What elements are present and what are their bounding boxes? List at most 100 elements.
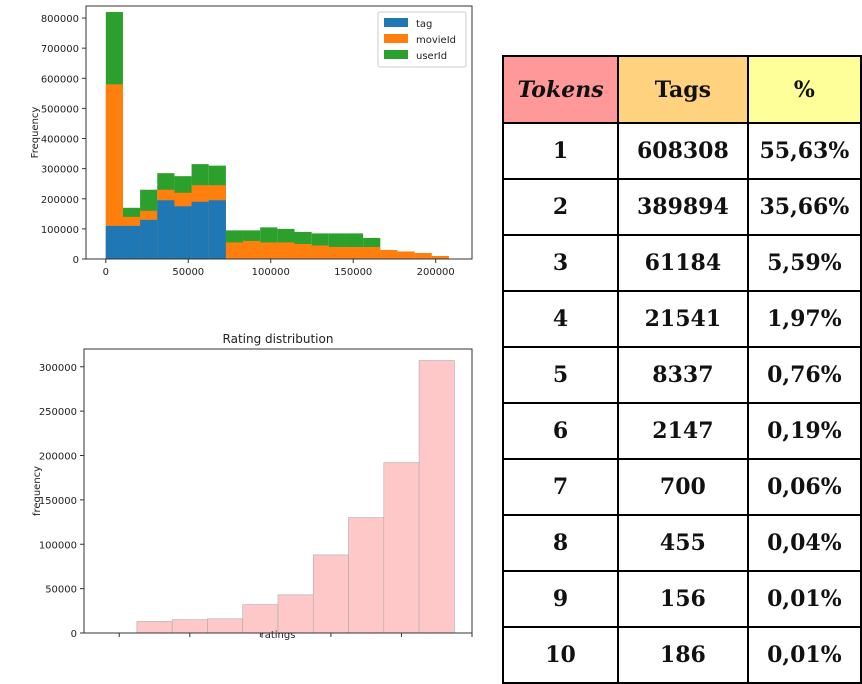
percent-cell: 5,59% <box>746 234 862 292</box>
rating-bar <box>207 618 244 634</box>
token-cell: 5 <box>501 346 620 404</box>
tags-cell: 21541 <box>617 290 749 348</box>
bar-movieid <box>260 242 278 259</box>
percent-cell: 0,19% <box>746 402 862 460</box>
y-tick-label: 700000 <box>41 44 79 55</box>
percent-cell: 35,66% <box>746 178 862 236</box>
rating-bar <box>383 462 420 634</box>
legend: tag movieId userId <box>377 11 467 68</box>
rating-bar <box>418 360 455 634</box>
tags-cell: 455 <box>617 514 749 572</box>
percent-cell: 0,04% <box>746 514 862 572</box>
bar-movieid <box>243 240 261 259</box>
bar-tag <box>105 225 123 259</box>
rating-bar <box>242 604 279 634</box>
bar-movieid <box>328 246 346 259</box>
bar-movieid <box>225 242 244 259</box>
x-tick-label: 100000 <box>252 267 290 278</box>
tags-cell: 389894 <box>617 178 749 236</box>
bar-movieid <box>294 243 312 259</box>
percent-cell: 55,63% <box>746 122 862 180</box>
y-axis-label: frequency <box>32 466 43 516</box>
bar-tag <box>122 225 141 259</box>
y-tick-label: 500000 <box>41 104 79 115</box>
stacked-histogram-chart: 0100000200000300000400000500000600000700… <box>30 5 473 278</box>
y-tick-label: 200000 <box>41 195 79 206</box>
table-row: 5 8337 0,76% <box>501 346 862 404</box>
bar-movieid <box>363 246 381 259</box>
table-row: 3 61184 5,59% <box>501 234 862 292</box>
token-cell: 9 <box>501 570 620 628</box>
tags-cell: 156 <box>617 570 749 628</box>
x-axis-label: ratings <box>261 630 296 641</box>
percent-cell: 0,06% <box>746 458 862 516</box>
token-cell: 8 <box>501 514 620 572</box>
header-tokens: Tokens <box>501 55 620 124</box>
rating-bar <box>171 619 208 634</box>
bar-tag <box>191 201 209 259</box>
bar-movieid <box>277 242 295 259</box>
tags-cell: 2147 <box>617 402 749 460</box>
bar-tag <box>208 200 226 259</box>
token-cell: 7 <box>501 458 620 516</box>
table-row: 7 700 0,06% <box>501 458 862 516</box>
legend-swatch <box>384 34 408 43</box>
legend-swatch <box>384 50 408 59</box>
table-row: 2 389894 35,66% <box>501 178 862 236</box>
table-row: 8 455 0,04% <box>501 514 862 572</box>
tokens-table: Tokens Tags % 1 608308 55,63% 2 389894 35,66… <box>501 55 862 684</box>
y-tick-label: 150000 <box>39 496 77 507</box>
legend-label: userId <box>416 51 447 62</box>
rating-bar <box>136 621 173 634</box>
rating-bar <box>277 594 314 634</box>
rating-distribution-chart: Rating distribution 0 50000 100000 150000 200… <box>32 332 475 641</box>
y-tick-label: 50000 <box>45 585 77 596</box>
y-tick-label: 200000 <box>39 452 77 463</box>
bar-movieid <box>397 251 415 259</box>
y-axis-label: Frequency <box>30 107 41 159</box>
tags-cell: 608308 <box>617 122 749 180</box>
y-tick-label: 400000 <box>41 135 79 146</box>
y-tick-label: 300000 <box>41 165 79 176</box>
table-row: 10 186 0,01% <box>501 626 862 684</box>
y-tick-label: 300000 <box>39 363 77 374</box>
tags-cell: 8337 <box>617 346 749 404</box>
bar-movieid <box>105 84 123 259</box>
percent-cell: 0,01% <box>746 570 862 628</box>
y-tick-label: 250000 <box>39 407 77 418</box>
plot-frame <box>85 5 473 260</box>
x-tick-label: 50000 <box>172 267 204 278</box>
bar-movieid <box>380 249 398 259</box>
table-row: 9 156 0,01% <box>501 570 862 628</box>
bar-movieid <box>345 246 364 259</box>
bar-movieid <box>414 252 432 259</box>
x-tick-label: 150000 <box>334 267 372 278</box>
header-tags: Tags <box>617 55 749 124</box>
token-cell: 10 <box>501 626 620 684</box>
percent-cell: 0,76% <box>746 346 862 404</box>
percent-cell: 1,97% <box>746 290 862 348</box>
token-cell: 1 <box>501 122 620 180</box>
tags-cell: 700 <box>617 458 749 516</box>
y-tick-label: 100000 <box>41 225 79 236</box>
tags-cell: 186 <box>617 626 749 684</box>
percent-cell: 0,01% <box>746 626 862 684</box>
tags-cell: 61184 <box>617 234 749 292</box>
legend-swatch <box>384 18 408 27</box>
bar-tag <box>140 219 158 259</box>
legend-label: movieId <box>416 35 456 46</box>
bar-movieid <box>311 245 329 259</box>
bar-tag <box>174 206 192 259</box>
chart-title: Rating distribution <box>223 332 334 346</box>
rating-bar <box>312 554 349 634</box>
y-tick-label: 100000 <box>39 540 77 551</box>
rating-bar <box>348 517 385 634</box>
bar-movieid <box>431 255 449 259</box>
plot-frame <box>83 348 473 634</box>
y-tick-label: 0 <box>73 255 79 266</box>
x-tick-label: 200000 <box>417 267 455 278</box>
header-percent: % <box>746 55 862 124</box>
table-row: 6 2147 0,19% <box>501 402 862 460</box>
y-tick-label: 0 <box>71 629 77 640</box>
token-cell: 2 <box>501 178 620 236</box>
